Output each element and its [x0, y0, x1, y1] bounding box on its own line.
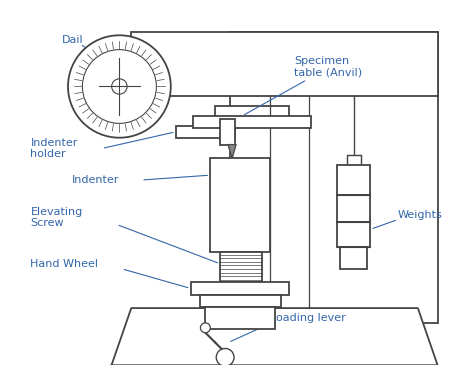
- Text: Indenter
holder: Indenter holder: [30, 138, 78, 159]
- Bar: [346, 155, 361, 165]
- Text: Indenter: Indenter: [72, 175, 119, 185]
- Circle shape: [216, 348, 234, 366]
- Bar: [176, 126, 235, 138]
- Circle shape: [68, 35, 171, 138]
- Bar: [340, 247, 367, 269]
- Bar: [230, 32, 438, 323]
- Text: Hand Wheel: Hand Wheel: [30, 259, 99, 269]
- Bar: [220, 252, 262, 282]
- Circle shape: [82, 50, 156, 123]
- Bar: [220, 119, 235, 145]
- Polygon shape: [111, 308, 438, 365]
- Bar: [210, 158, 270, 252]
- Bar: [337, 165, 370, 195]
- Circle shape: [112, 79, 127, 94]
- Text: Elevating
Screw: Elevating Screw: [30, 207, 82, 228]
- Text: Loading lever: Loading lever: [270, 313, 346, 323]
- Circle shape: [201, 323, 210, 333]
- Bar: [337, 222, 370, 247]
- Bar: [205, 307, 274, 329]
- Text: Weights: Weights: [398, 209, 443, 220]
- Bar: [201, 295, 282, 307]
- Text: Dail: Dail: [62, 35, 84, 45]
- Text: Specimen
table (Anvil): Specimen table (Anvil): [294, 56, 363, 78]
- Bar: [131, 32, 438, 96]
- Bar: [192, 116, 311, 128]
- Bar: [215, 106, 290, 118]
- Bar: [191, 282, 290, 295]
- Polygon shape: [228, 145, 236, 158]
- Bar: [337, 195, 370, 222]
